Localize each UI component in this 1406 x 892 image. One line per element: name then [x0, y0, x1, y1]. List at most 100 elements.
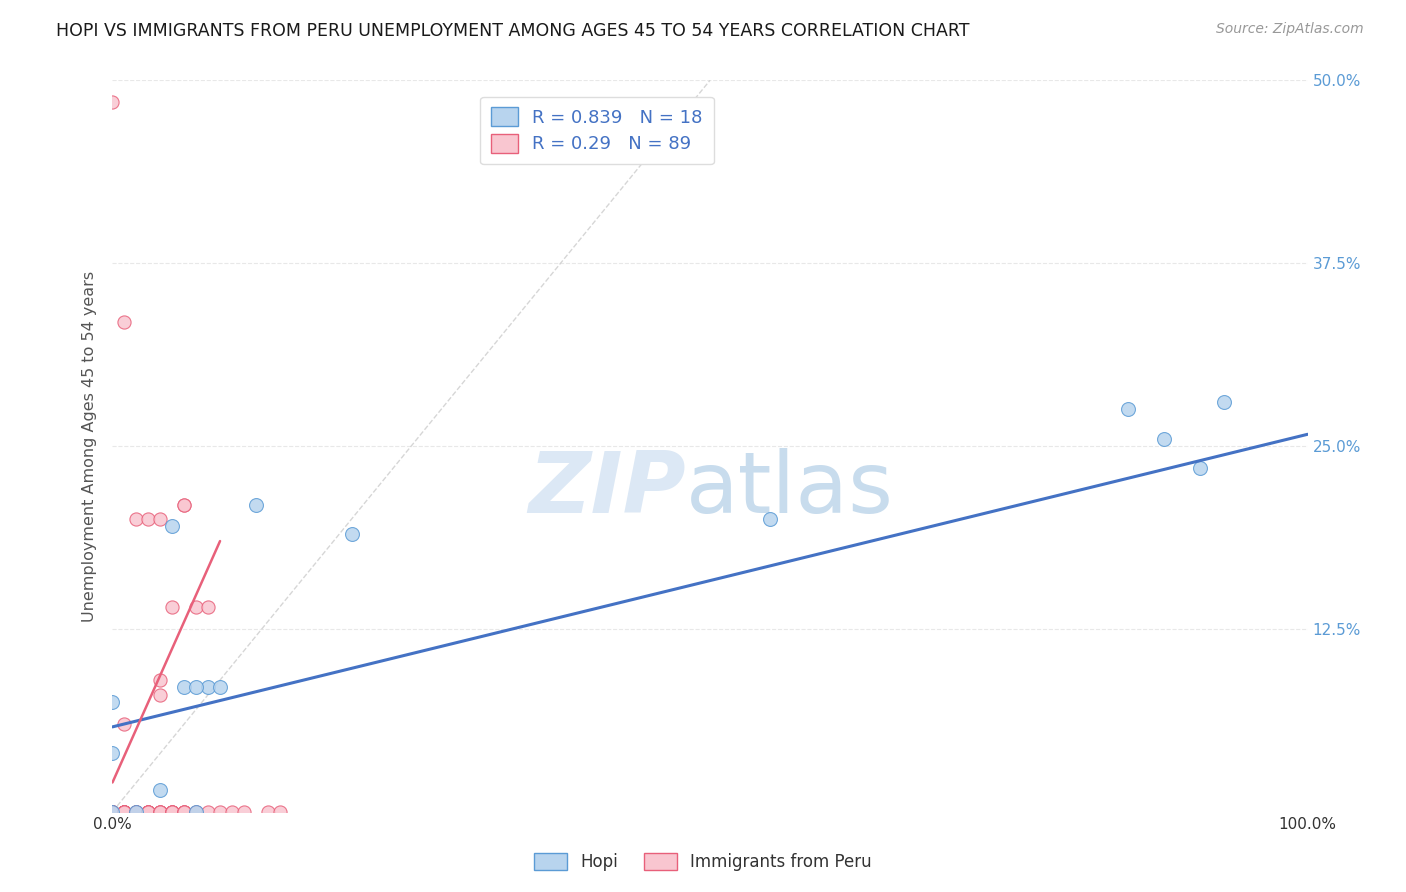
Point: [101, 805, 124, 819]
Point: [101, 805, 124, 819]
Point: [101, 805, 124, 819]
Text: atlas: atlas: [686, 449, 894, 532]
Point: [101, 805, 124, 819]
Point: [101, 805, 124, 819]
Point: [101, 805, 124, 819]
Point: [101, 805, 124, 819]
Point: [125, 805, 148, 819]
Point: [125, 805, 148, 819]
Point: [101, 805, 124, 819]
Point: [759, 512, 782, 526]
Point: [114, 805, 135, 819]
Point: [101, 805, 124, 819]
Point: [173, 805, 195, 819]
Point: [1213, 395, 1236, 409]
Point: [162, 805, 183, 819]
Point: [197, 599, 219, 614]
Point: [197, 681, 219, 695]
Point: [114, 805, 135, 819]
Point: [186, 681, 208, 695]
Point: [101, 805, 124, 819]
Point: [149, 805, 172, 819]
Point: [149, 805, 172, 819]
Point: [101, 805, 124, 819]
Text: ZIP: ZIP: [529, 449, 686, 532]
Point: [101, 805, 124, 819]
Point: [101, 805, 124, 819]
Point: [149, 805, 172, 819]
Point: [162, 805, 183, 819]
Point: [149, 782, 172, 797]
Point: [125, 512, 148, 526]
Point: [101, 805, 124, 819]
Point: [125, 805, 148, 819]
Point: [114, 717, 135, 731]
Point: [101, 695, 124, 709]
Point: [1118, 402, 1140, 417]
Point: [101, 805, 124, 819]
Point: [101, 805, 124, 819]
Point: [138, 805, 160, 819]
Point: [101, 805, 124, 819]
Point: [114, 805, 135, 819]
Point: [101, 805, 124, 819]
Point: [125, 805, 148, 819]
Point: [197, 805, 219, 819]
Point: [186, 805, 208, 819]
Point: [138, 512, 160, 526]
Point: [101, 746, 124, 760]
Point: [101, 95, 124, 110]
Point: [101, 805, 124, 819]
Point: [101, 805, 124, 819]
Point: [138, 805, 160, 819]
Point: [186, 599, 208, 614]
Y-axis label: Unemployment Among Ages 45 to 54 years: Unemployment Among Ages 45 to 54 years: [82, 270, 97, 622]
Point: [1189, 461, 1212, 475]
Point: [101, 805, 124, 819]
Point: [149, 512, 172, 526]
Point: [101, 805, 124, 819]
Point: [101, 805, 124, 819]
Point: [101, 805, 124, 819]
Point: [114, 805, 135, 819]
Point: [162, 599, 183, 614]
Point: [101, 805, 124, 819]
Point: [1153, 432, 1175, 446]
Point: [173, 805, 195, 819]
Point: [162, 805, 183, 819]
Point: [149, 805, 172, 819]
Point: [125, 805, 148, 819]
Legend: R = 0.839   N = 18, R = 0.29   N = 89: R = 0.839 N = 18, R = 0.29 N = 89: [479, 96, 714, 164]
Point: [101, 805, 124, 819]
Point: [125, 805, 148, 819]
Point: [101, 805, 124, 819]
Point: [101, 805, 124, 819]
Point: [173, 805, 195, 819]
Point: [114, 315, 135, 329]
Point: [101, 805, 124, 819]
Point: [162, 805, 183, 819]
Point: [114, 805, 135, 819]
Point: [125, 805, 148, 819]
Point: [101, 805, 124, 819]
Point: [138, 805, 160, 819]
Point: [114, 805, 135, 819]
Point: [138, 805, 160, 819]
Point: [209, 805, 232, 819]
Legend: Hopi, Immigrants from Peru: Hopi, Immigrants from Peru: [526, 845, 880, 880]
Text: Source: ZipAtlas.com: Source: ZipAtlas.com: [1216, 22, 1364, 37]
Point: [114, 805, 135, 819]
Point: [209, 681, 232, 695]
Point: [114, 805, 135, 819]
Point: [101, 805, 124, 819]
Point: [269, 805, 291, 819]
Point: [101, 805, 124, 819]
Point: [221, 805, 243, 819]
Point: [101, 805, 124, 819]
Text: HOPI VS IMMIGRANTS FROM PERU UNEMPLOYMENT AMONG AGES 45 TO 54 YEARS CORRELATION : HOPI VS IMMIGRANTS FROM PERU UNEMPLOYMEN…: [56, 22, 970, 40]
Point: [114, 805, 135, 819]
Point: [149, 688, 172, 702]
Point: [173, 805, 195, 819]
Point: [162, 519, 183, 533]
Point: [138, 805, 160, 819]
